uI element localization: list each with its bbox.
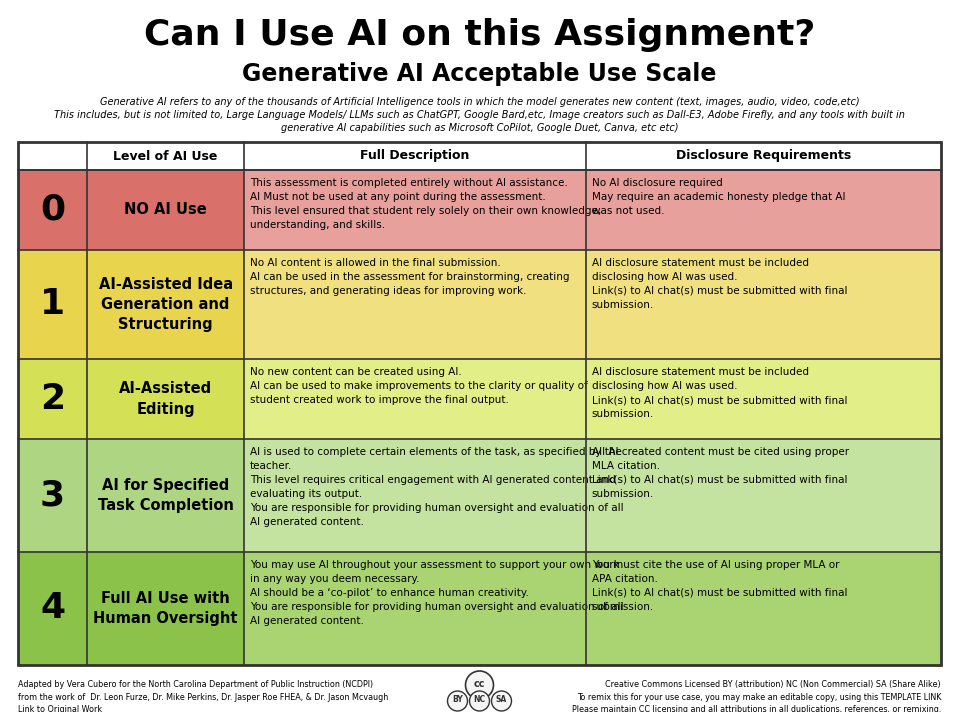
Text: Generative AI refers to any of the thousands of Artificial Intelligence tools in: Generative AI refers to any of the thous…: [100, 97, 859, 107]
Bar: [18, 142, 941, 665]
Bar: [245, 250, 586, 360]
Text: Generative AI Acceptable Use Scale: Generative AI Acceptable Use Scale: [243, 62, 716, 86]
Text: 3: 3: [40, 478, 65, 513]
Text: All AI created content must be cited using proper
MLA citation.
Link(s) to AI ch: All AI created content must be cited usi…: [592, 447, 849, 499]
Bar: [586, 360, 941, 439]
Text: Full AI Use with
Human Oversight: Full AI Use with Human Oversight: [93, 591, 238, 626]
Bar: [245, 439, 586, 552]
Text: This assessment is completed entirely without AI assistance.
AI Must not be used: This assessment is completed entirely wi…: [250, 178, 601, 230]
Bar: [87, 552, 245, 665]
Text: generative AI capabilities such as Microsoft CoPilot, Google Duet, Canva, etc et: generative AI capabilities such as Micro…: [281, 123, 678, 133]
Bar: [18, 552, 87, 665]
Text: AI for Specified
Task Completion: AI for Specified Task Completion: [98, 478, 234, 513]
Bar: [87, 439, 245, 552]
Text: AI disclosure statement must be included
disclosing how AI was used.
Link(s) to : AI disclosure statement must be included…: [592, 258, 847, 310]
Text: AI-Assisted Idea
Generation and
Structuring: AI-Assisted Idea Generation and Structur…: [99, 276, 233, 333]
Text: BY: BY: [452, 696, 463, 704]
Text: No new content can be created using AI.
AI can be used to make improvements to t: No new content can be created using AI. …: [250, 367, 588, 405]
Text: Creative Commons Licensed BY (attribution) NC (Non Commercial) SA (Share Alike)
: Creative Commons Licensed BY (attributio…: [572, 680, 941, 712]
Bar: [18, 170, 87, 250]
Bar: [87, 250, 245, 360]
Bar: [87, 170, 245, 250]
Text: Can I Use AI on this Assignment?: Can I Use AI on this Assignment?: [144, 18, 815, 52]
Text: NC: NC: [474, 696, 485, 704]
Text: AI-Assisted
Editing: AI-Assisted Editing: [119, 382, 212, 417]
Text: No AI content is allowed in the final submission.
AI can be used in the assessme: No AI content is allowed in the final su…: [250, 258, 570, 295]
Text: 2: 2: [40, 382, 65, 417]
Bar: [586, 552, 941, 665]
Bar: [586, 250, 941, 360]
Bar: [18, 142, 941, 170]
Text: 4: 4: [40, 592, 65, 626]
Text: This includes, but is not limited to, Large Language Models/ LLMs such as ChatGP: This includes, but is not limited to, La…: [54, 110, 905, 120]
Bar: [18, 250, 87, 360]
Bar: [18, 439, 87, 552]
Text: NO AI Use: NO AI Use: [125, 202, 207, 217]
Text: Adapted by Vera Cubero for the North Carolina Department of Public Instruction (: Adapted by Vera Cubero for the North Car…: [18, 680, 388, 712]
Circle shape: [492, 691, 511, 711]
Bar: [18, 142, 941, 665]
Text: SA: SA: [496, 696, 507, 704]
Bar: [87, 360, 245, 439]
Text: You may use AI throughout your assessment to support your own work
in any way yo: You may use AI throughout your assessmen…: [250, 560, 623, 626]
Text: 1: 1: [40, 288, 65, 322]
Bar: [586, 170, 941, 250]
Text: 0: 0: [40, 193, 65, 227]
Text: Level of AI Use: Level of AI Use: [113, 150, 218, 162]
Bar: [245, 360, 586, 439]
Text: AI is used to complete certain elements of the task, as specified by the
teacher: AI is used to complete certain elements …: [250, 447, 623, 527]
Text: You must cite the use of AI using proper MLA or
APA citation.
Link(s) to AI chat: You must cite the use of AI using proper…: [592, 560, 847, 612]
Text: No AI disclosure required
May require an academic honesty pledge that AI
was not: No AI disclosure required May require an…: [592, 178, 845, 216]
Circle shape: [465, 671, 494, 699]
Text: AI disclosure statement must be included
disclosing how AI was used.
Link(s) to : AI disclosure statement must be included…: [592, 367, 847, 419]
Bar: [245, 170, 586, 250]
Bar: [18, 360, 87, 439]
Text: cc: cc: [474, 679, 485, 689]
Circle shape: [448, 691, 467, 711]
Text: Disclosure Requirements: Disclosure Requirements: [676, 150, 851, 162]
Bar: [245, 552, 586, 665]
Text: Full Description: Full Description: [361, 150, 470, 162]
Bar: [586, 439, 941, 552]
Circle shape: [470, 691, 489, 711]
